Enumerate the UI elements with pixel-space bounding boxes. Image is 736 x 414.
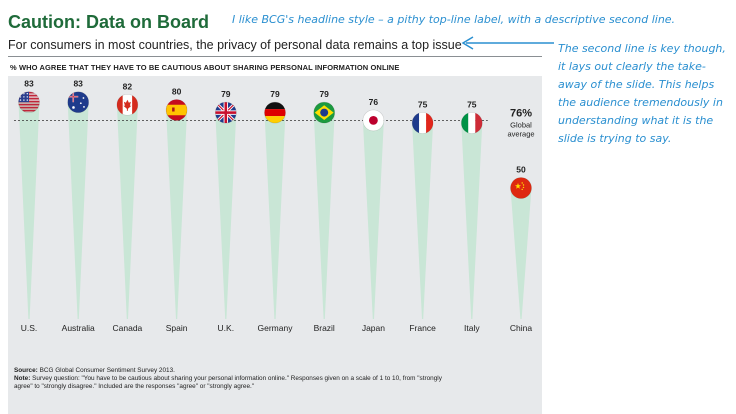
takeaway-line-5: understanding what it is the [558, 114, 714, 127]
category-label-spain: Spain [166, 323, 188, 333]
chart-svg: 83 U.S. 83 Australia 82 Canada 80 Spain 79 U.K. 79… [14, 79, 535, 333]
category-label-canada: Canada [113, 323, 143, 333]
category-label-australia: Australia [62, 323, 95, 333]
annotation-arrow [458, 36, 558, 50]
category-label-germany: Germany [258, 323, 294, 333]
canada-flag-icon [116, 94, 139, 116]
note-text-1: Survey question: "You have to be cautiou… [32, 375, 442, 383]
bar-japan [362, 120, 384, 320]
takeaway-line-2: it lays out clearly the take- [558, 60, 706, 73]
value-label-germany: 79 [270, 89, 280, 99]
australia-flag-icon [67, 91, 89, 113]
bar-australia [67, 102, 89, 319]
slide-title: Caution: Data on Board [8, 12, 209, 32]
bar-china [510, 188, 532, 319]
category-label-france: France [409, 323, 436, 333]
headline-annotation: I like BCG's headline style – a pithy to… [232, 13, 676, 26]
bar-italy [461, 123, 483, 319]
category-label-china: China [510, 323, 532, 333]
global-average-label: Global [510, 120, 532, 129]
bar-brazil [313, 112, 335, 319]
title-divider [8, 56, 542, 57]
value-label-australia: 83 [73, 79, 83, 89]
takeaway-line-3: away of the slide. This helps [558, 78, 715, 91]
source-label: Source: [14, 367, 38, 374]
value-label-u-s: 83 [24, 79, 34, 89]
global-average-value: 76% [510, 107, 532, 119]
bar-germany [264, 112, 286, 319]
value-label-canada: 82 [123, 81, 133, 91]
us-flag-icon [18, 91, 40, 113]
value-label-china: 50 [516, 165, 526, 175]
bar-france [412, 123, 434, 319]
spain-flag-icon [165, 99, 188, 121]
source-notes: Source: BCG Global Consumer Sentiment Su… [14, 367, 534, 392]
china-flag-icon [510, 177, 532, 199]
takeaway-line-4: the audience tremendously in [558, 96, 723, 109]
takeaway-line-6: slide is trying to say. [558, 132, 672, 145]
italy-flag-icon [460, 112, 483, 134]
value-label-spain: 80 [172, 87, 182, 97]
category-label-u-s: U.S. [21, 323, 38, 333]
bar-canada [116, 104, 138, 319]
source-text: BCG Global Consumer Sentiment Survey 201… [39, 367, 175, 374]
value-label-u-k: 79 [221, 89, 231, 99]
bar-spain [166, 110, 188, 319]
takeaway-line-1: The second line is key though, [558, 42, 726, 55]
uk-flag-icon [215, 101, 237, 124]
value-label-italy: 75 [467, 100, 477, 110]
note-label: Note: [14, 375, 31, 383]
france-flag-icon [411, 112, 434, 134]
global-average-label-2: average [507, 129, 534, 138]
germany-flag-icon [264, 101, 286, 124]
value-label-france: 75 [418, 100, 428, 110]
slide-subtitle: For consumers in most countries, the pri… [8, 38, 462, 52]
slide: Caution: Data on Board For consumers in … [8, 12, 542, 414]
bar-u-k [215, 112, 237, 319]
takeaway-annotation: The second line is key though, it lays o… [558, 40, 734, 148]
value-label-japan: 76 [369, 97, 379, 107]
value-label-brazil: 79 [319, 89, 329, 99]
japan-flag-icon [362, 109, 385, 132]
note-text-2: agree" to "strongly disagree." Included … [14, 383, 255, 391]
category-label-u-k: U.K. [218, 323, 235, 333]
bar-u-s [18, 102, 40, 319]
chart-question: % WHO AGREE THAT THEY HAVE TO BE CAUTIOU… [10, 63, 400, 72]
category-label-brazil: Brazil [314, 323, 335, 333]
category-label-japan: Japan [362, 323, 385, 333]
category-label-italy: Italy [464, 323, 480, 333]
brazil-flag-icon [313, 101, 336, 124]
